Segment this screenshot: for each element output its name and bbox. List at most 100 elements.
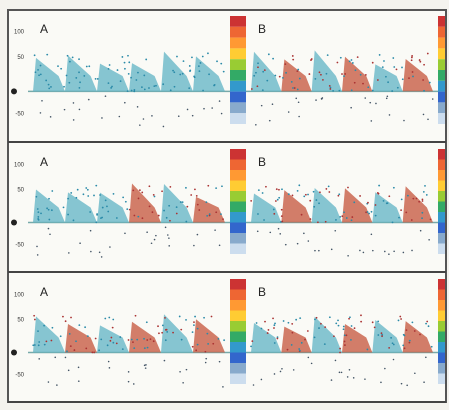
color-bar bbox=[438, 37, 445, 49]
speckle bbox=[393, 250, 395, 253]
speckle bbox=[189, 69, 192, 72]
speckle bbox=[38, 341, 41, 343]
speckle bbox=[414, 372, 416, 375]
speckle bbox=[123, 61, 126, 64]
speckle bbox=[352, 377, 355, 379]
speckle bbox=[298, 184, 301, 187]
speckle bbox=[208, 213, 211, 216]
speckle bbox=[257, 213, 259, 215]
speckle bbox=[351, 62, 354, 64]
speckle bbox=[291, 55, 294, 57]
speckle bbox=[315, 99, 317, 101]
speckle bbox=[410, 59, 413, 62]
speckle bbox=[272, 57, 274, 60]
speckle bbox=[381, 333, 384, 336]
speckle bbox=[281, 76, 284, 79]
speckle bbox=[100, 256, 103, 258]
speckle bbox=[73, 349, 76, 351]
speckle bbox=[106, 205, 108, 208]
speckle bbox=[193, 324, 195, 327]
speckle bbox=[350, 338, 352, 341]
speckle bbox=[179, 370, 181, 373]
speckle bbox=[223, 339, 226, 342]
speckle bbox=[33, 318, 36, 321]
speckle bbox=[423, 89, 425, 92]
color-bar bbox=[438, 102, 445, 114]
speckle bbox=[59, 335, 62, 338]
color-bar bbox=[438, 70, 445, 81]
speckle bbox=[263, 219, 265, 221]
speckle bbox=[34, 71, 37, 74]
speckle bbox=[310, 362, 313, 365]
color-bar bbox=[230, 59, 246, 70]
color-bar bbox=[438, 321, 445, 332]
speckle bbox=[359, 73, 362, 76]
color-bar bbox=[230, 191, 246, 202]
speckle bbox=[51, 326, 54, 329]
speckle bbox=[75, 340, 77, 343]
speckle bbox=[37, 330, 39, 333]
speckle bbox=[90, 250, 92, 253]
speckle bbox=[48, 87, 51, 90]
speckle bbox=[330, 248, 333, 251]
speckle bbox=[68, 81, 71, 84]
speckle bbox=[142, 118, 145, 120]
color-bar bbox=[230, 352, 246, 363]
speckle bbox=[267, 329, 270, 331]
speckle bbox=[257, 62, 259, 65]
speckle bbox=[110, 87, 113, 89]
speckle bbox=[41, 100, 43, 102]
speckle bbox=[104, 95, 107, 97]
speckle bbox=[343, 211, 345, 214]
speckle bbox=[217, 337, 220, 340]
speckle bbox=[376, 79, 379, 81]
speckle bbox=[298, 77, 301, 80]
speckle bbox=[399, 315, 402, 318]
speckle bbox=[422, 190, 425, 193]
speckle bbox=[273, 342, 276, 344]
speckle bbox=[309, 199, 312, 202]
speckle bbox=[304, 338, 306, 341]
speckle bbox=[250, 88, 253, 90]
speckle bbox=[342, 328, 345, 331]
speckle bbox=[76, 188, 79, 191]
color-bar bbox=[230, 321, 246, 332]
speckle bbox=[121, 56, 124, 58]
color-bar bbox=[438, 331, 445, 342]
speckle bbox=[220, 213, 222, 216]
speckle bbox=[178, 315, 181, 318]
speckle bbox=[392, 343, 395, 346]
speckle bbox=[173, 85, 176, 88]
speckle bbox=[293, 87, 296, 89]
speckle bbox=[427, 118, 429, 121]
speckle bbox=[133, 214, 136, 217]
speckle bbox=[328, 316, 331, 319]
speckle bbox=[39, 112, 42, 114]
spectrum bbox=[251, 51, 282, 92]
speckle bbox=[162, 83, 165, 86]
speckle bbox=[298, 115, 300, 118]
speckle bbox=[203, 107, 205, 110]
speckle bbox=[175, 206, 178, 209]
speckle bbox=[339, 56, 342, 59]
speckle bbox=[60, 67, 63, 70]
speckle bbox=[63, 85, 65, 88]
speckle bbox=[185, 318, 187, 321]
spectrum bbox=[161, 183, 193, 223]
speckle bbox=[260, 104, 263, 107]
speckle bbox=[274, 74, 277, 77]
speckle bbox=[48, 197, 50, 200]
speckle bbox=[295, 318, 298, 321]
speckle bbox=[66, 54, 69, 57]
speckle bbox=[143, 74, 146, 77]
speckle bbox=[286, 348, 289, 351]
speckle bbox=[143, 364, 146, 367]
marker-dot bbox=[11, 88, 17, 95]
color-bar bbox=[438, 310, 445, 321]
speckle bbox=[326, 54, 329, 57]
speckle bbox=[68, 252, 70, 254]
color-bar bbox=[438, 191, 445, 202]
speckle bbox=[410, 56, 413, 59]
speckle bbox=[315, 316, 318, 319]
speckle bbox=[179, 201, 182, 203]
